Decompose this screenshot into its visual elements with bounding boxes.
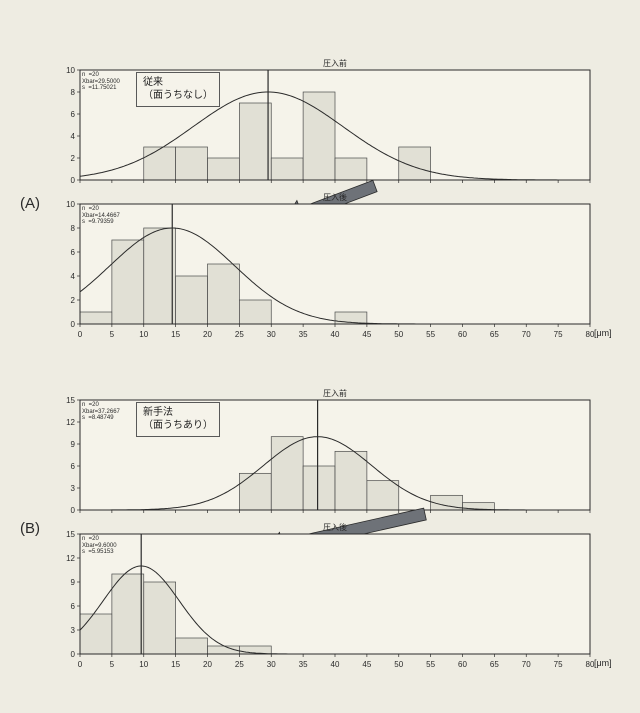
histogram-bar [208,264,240,324]
svg-text:0: 0 [71,506,76,515]
svg-text:6: 6 [71,602,76,611]
svg-text:2: 2 [71,154,76,163]
svg-text:15: 15 [66,396,75,405]
svg-text:55: 55 [426,330,435,339]
svg-text:0: 0 [78,330,83,339]
histogram-bar [144,228,176,324]
group-label-b: (B) [20,520,40,537]
svg-text:12: 12 [66,418,75,427]
svg-text:5: 5 [110,660,115,669]
svg-text:4: 4 [71,132,76,141]
svg-text:65: 65 [490,330,499,339]
svg-text:70: 70 [522,660,531,669]
histogram-bar [208,158,240,180]
svg-text:20: 20 [203,660,212,669]
page-root: (A) (B) 圧入前 n =20 Xbar=29.5000 s =11.7502… [0,0,640,713]
svg-text:10: 10 [139,660,148,669]
svg-text:65: 65 [490,660,499,669]
histogram-svg: 0369121505101520253035404550556065707580 [80,534,590,670]
svg-text:50: 50 [394,330,403,339]
svg-text:35: 35 [299,660,308,669]
svg-text:9: 9 [71,440,76,449]
svg-text:55: 55 [426,660,435,669]
svg-text:30: 30 [267,660,276,669]
chart-panel: 圧入後n =20 Xbar=9.6000 s =5.95153036912150… [80,534,590,670]
svg-text:0: 0 [71,176,76,185]
svg-text:9: 9 [71,578,76,587]
histogram-svg: 024681005101520253035404550556065707580 [80,204,590,340]
histogram-bar [176,638,208,654]
svg-text:25: 25 [235,660,244,669]
svg-text:60: 60 [458,660,467,669]
svg-text:50: 50 [394,660,403,669]
svg-text:25: 25 [235,330,244,339]
svg-text:45: 45 [362,330,371,339]
svg-text:20: 20 [203,330,212,339]
svg-text:4: 4 [71,272,76,281]
svg-text:2: 2 [71,296,76,305]
histogram-bar [112,574,144,654]
panel-title: 圧入後 [323,522,347,533]
svg-text:3: 3 [71,626,76,635]
chart-panel: 圧入後n =20 Xbar=14.4667 s =9.7935902468100… [80,204,590,340]
stats-box: n =20 Xbar=9.6000 s =5.95153 [82,536,117,556]
histogram-bar [144,147,176,180]
svg-text:10: 10 [66,66,75,75]
svg-text:45: 45 [362,660,371,669]
svg-text:0: 0 [71,320,76,329]
legend-box: 従来（面うちなし） [136,72,220,107]
svg-text:75: 75 [554,660,563,669]
svg-text:30: 30 [267,330,276,339]
histogram-bar [112,240,144,324]
svg-text:35: 35 [299,330,308,339]
svg-text:6: 6 [71,248,76,257]
stats-box: n =20 Xbar=29.5000 s =11.75021 [82,72,120,92]
histogram-bar [239,300,271,324]
svg-text:0: 0 [78,660,83,669]
svg-text:12: 12 [66,554,75,563]
panel-title: 圧入前 [323,58,347,69]
histogram-bar [80,312,112,324]
stats-box: n =20 Xbar=14.4667 s =9.79359 [82,206,120,226]
svg-text:15: 15 [66,530,75,539]
svg-text:70: 70 [522,330,531,339]
x-axis-unit-label: [μm] [594,328,612,338]
group-label-a: (A) [20,195,40,212]
x-axis-unit-label: [μm] [594,658,612,668]
panel-title: 圧入後 [323,192,347,203]
histogram-bar [176,276,208,324]
histogram-bar [144,582,176,654]
stats-box: n =20 Xbar=37.2667 s =8.48749 [82,402,120,422]
svg-text:15: 15 [171,660,180,669]
histogram-bar [399,147,431,180]
svg-text:8: 8 [71,88,76,97]
histogram-bar [80,614,112,654]
svg-text:75: 75 [554,330,563,339]
svg-text:8: 8 [71,224,76,233]
svg-text:3: 3 [71,484,76,493]
svg-text:0: 0 [71,650,76,659]
panel-title: 圧入前 [323,388,347,399]
svg-text:40: 40 [331,330,340,339]
svg-text:40: 40 [331,660,340,669]
svg-text:10: 10 [139,330,148,339]
svg-text:10: 10 [66,200,75,209]
svg-text:15: 15 [171,330,180,339]
svg-text:6: 6 [71,110,76,119]
histogram-bar [176,147,208,180]
svg-text:6: 6 [71,462,76,471]
legend-box: 新手法（面うちあり） [136,402,220,437]
svg-text:5: 5 [110,330,115,339]
svg-text:60: 60 [458,330,467,339]
